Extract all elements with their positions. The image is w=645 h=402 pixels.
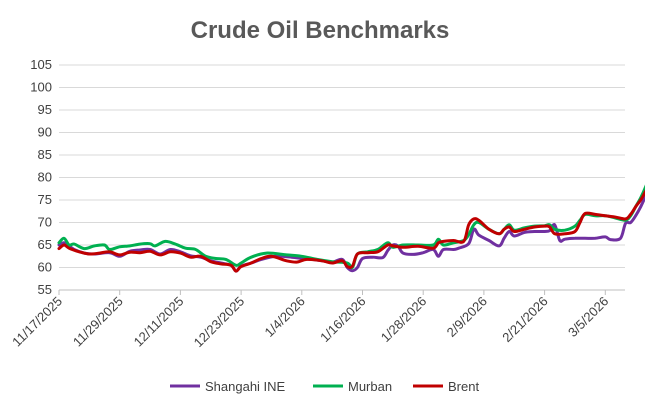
legend-item-murban: Murban	[313, 379, 392, 394]
y-tick-label: 65	[38, 237, 52, 252]
y-tick-label: 95	[38, 102, 52, 117]
y-tick-label: 55	[38, 282, 52, 297]
y-tick-label: 60	[38, 260, 52, 275]
chart-title: Crude Oil Benchmarks	[191, 17, 450, 44]
legend-label: Shangahi INE	[205, 379, 286, 394]
legend: Shangahi INE Murban Brent	[170, 379, 479, 394]
legend-item-shanghai-ine: Shangahi INE	[170, 379, 286, 394]
series-lines	[57, 184, 645, 273]
legend-label: Brent	[448, 379, 479, 394]
y-tick-label: 85	[38, 147, 52, 162]
y-tick-label: 105	[30, 57, 52, 72]
y-tick-label: 90	[38, 125, 52, 140]
y-tick-label: 75	[38, 192, 52, 207]
y-tick-label: 80	[38, 170, 52, 185]
y-tick-label: 100	[30, 80, 52, 95]
y-axis-ticks: 55 60 65 70 75 80 85 90 95 100 105	[30, 57, 52, 297]
series-line-brent	[57, 189, 645, 273]
legend-item-brent: Brent	[413, 379, 479, 394]
legend-label: Murban	[348, 379, 392, 394]
y-tick-label: 70	[38, 215, 52, 230]
